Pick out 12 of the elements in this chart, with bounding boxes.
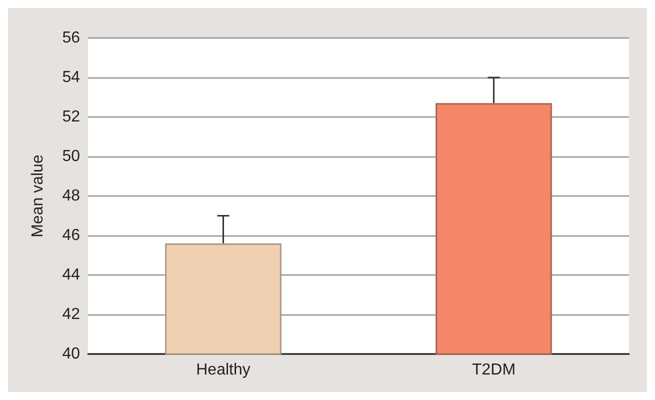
y-tick-label: 54: [62, 69, 80, 86]
y-axis-title: Mean value: [30, 154, 46, 238]
y-tick-label: 50: [62, 148, 80, 165]
y-tick-label: 42: [62, 306, 80, 323]
y-tick-label: 56: [62, 30, 80, 46]
y-tick-label: 52: [62, 108, 80, 126]
y-tick-label: 46: [62, 227, 80, 244]
x-tick-label: T2DM: [472, 362, 516, 378]
y-tick-label: 44: [62, 266, 80, 284]
y-tick-label: 48: [62, 188, 80, 204]
y-tick-label: 40: [62, 346, 80, 362]
x-tick-label: Healthy: [196, 362, 250, 378]
